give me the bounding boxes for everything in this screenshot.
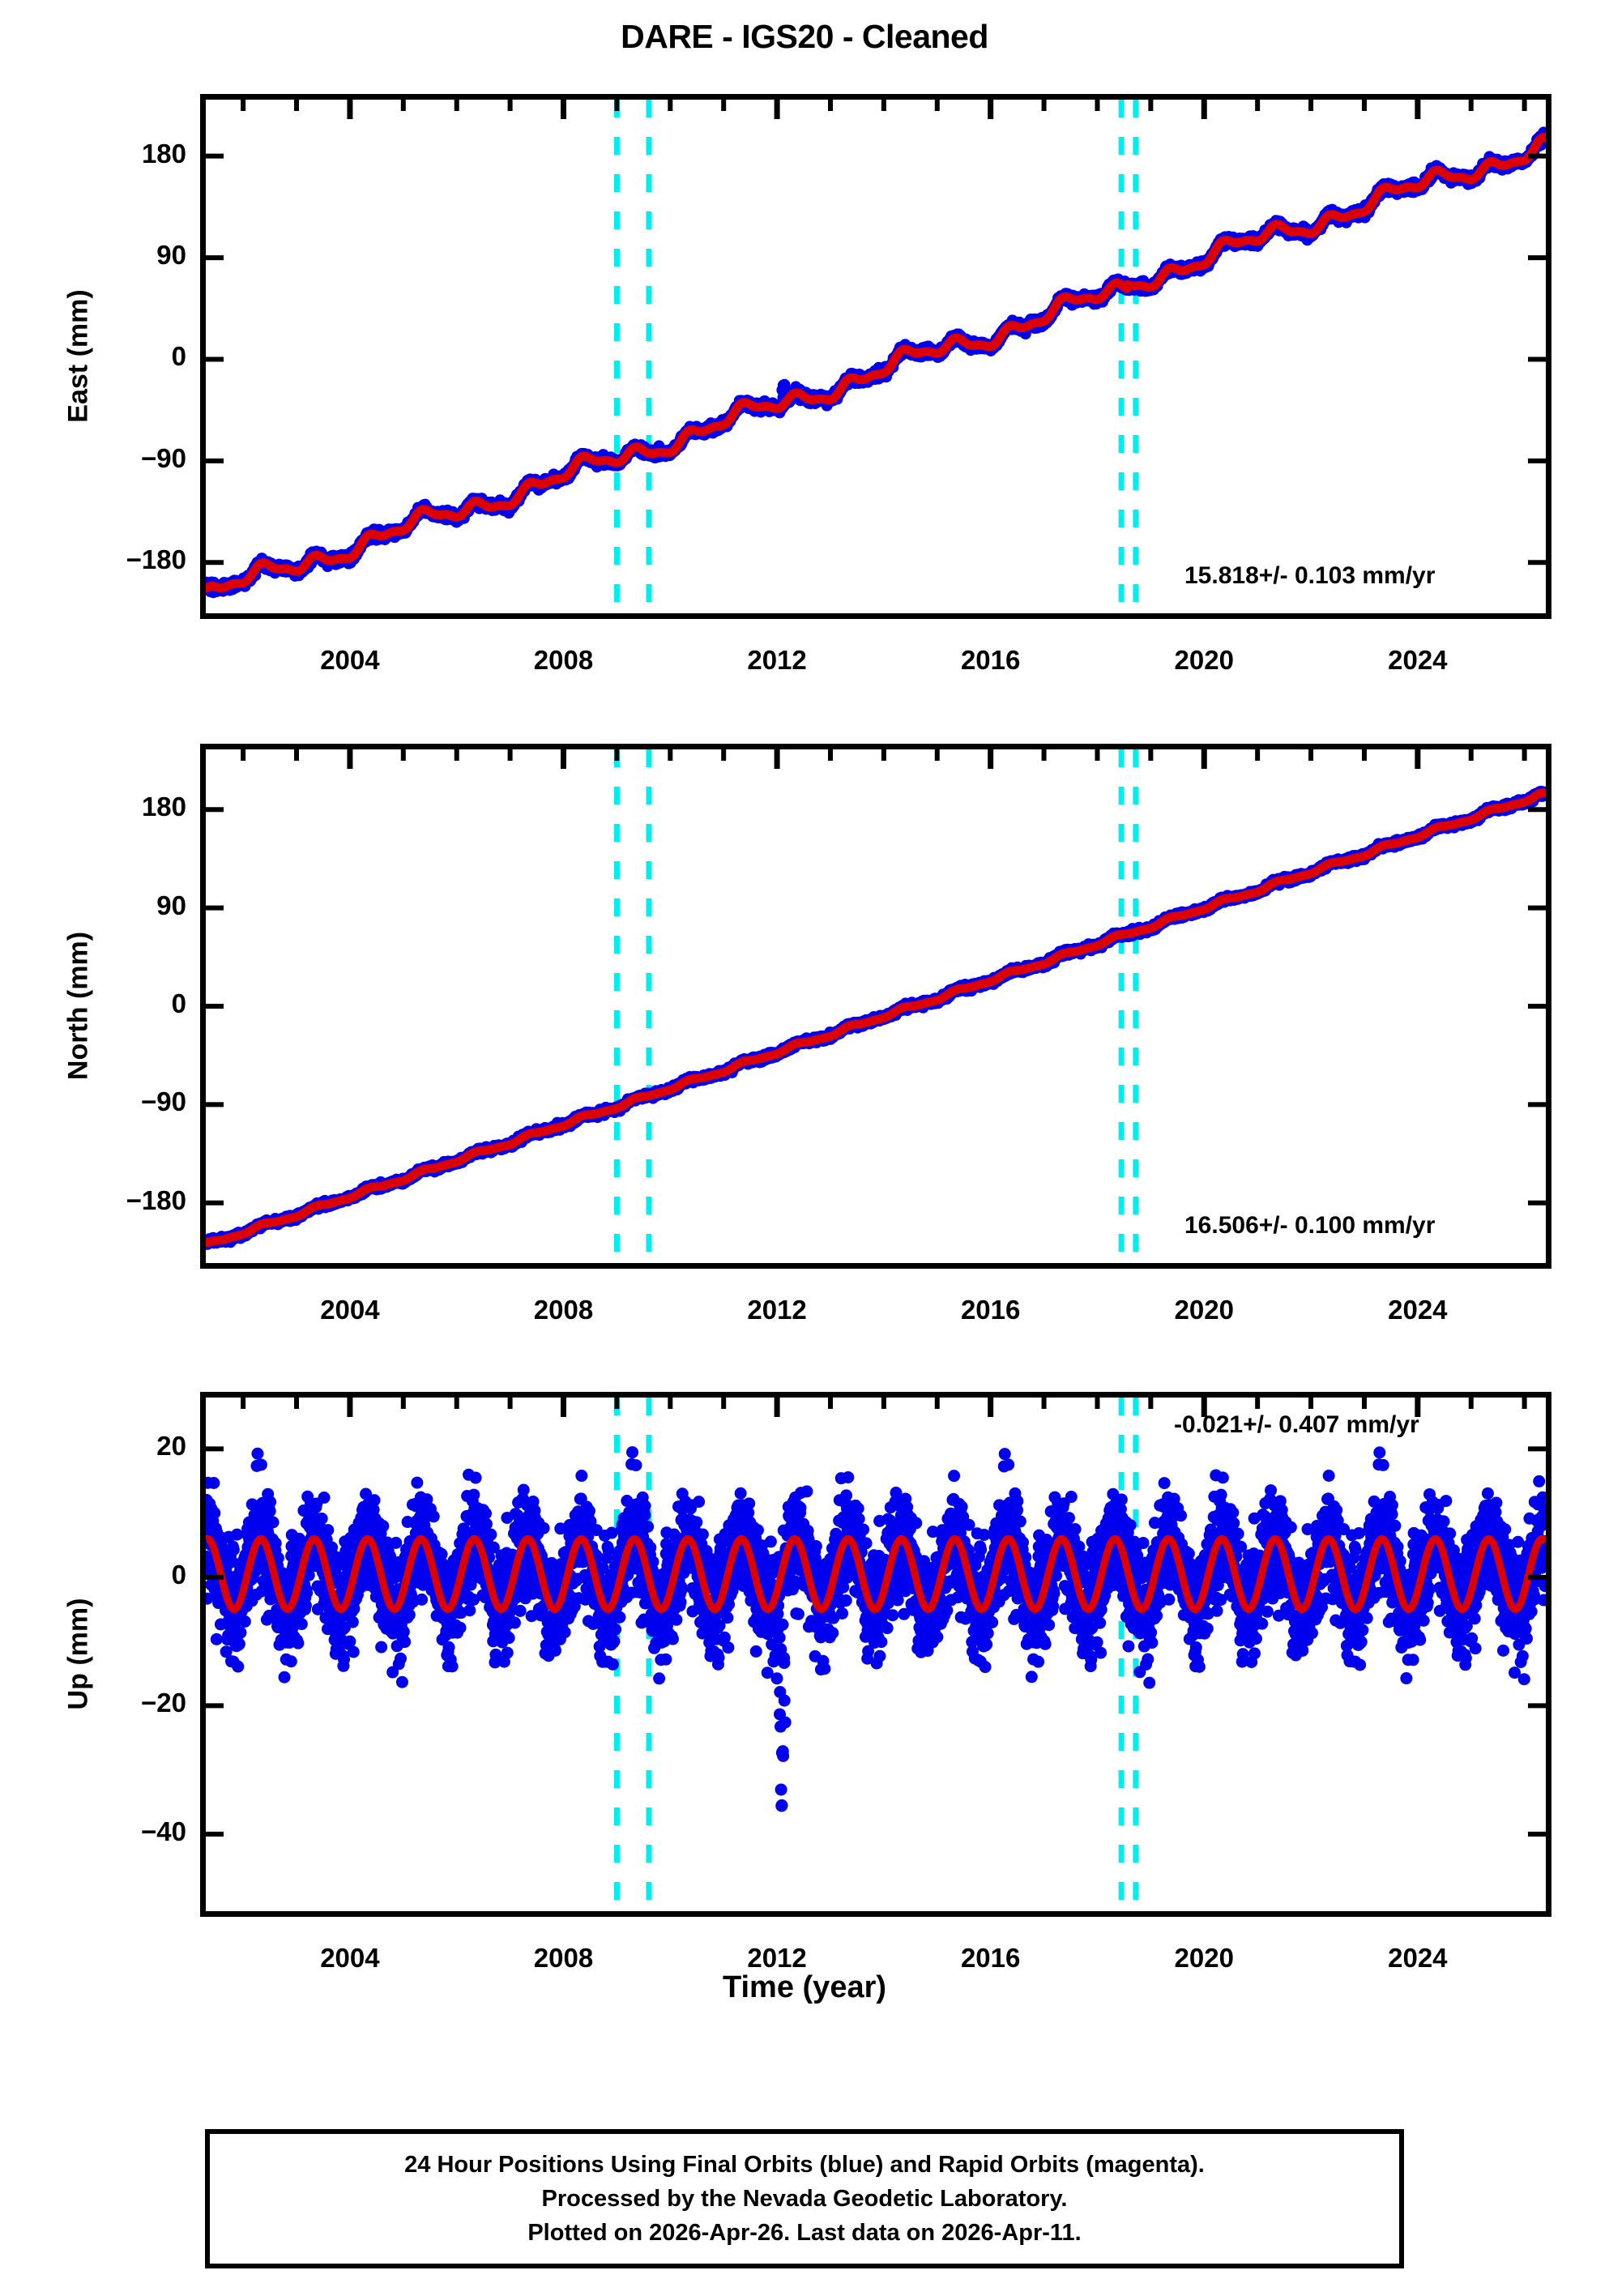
y-tick-label-up-3: −40 [141, 1816, 186, 1846]
panel-up [200, 1392, 1551, 1917]
model-fit-line-east [206, 133, 1546, 593]
y-tick-label-east-3: −90 [141, 442, 186, 473]
y-tick-label-up-1: 0 [171, 1559, 186, 1590]
y-tick-label-north-3: −90 [141, 1086, 186, 1117]
panel-north-plot [206, 749, 1546, 1263]
x-tick-label-north-4: 2020 [1174, 1295, 1234, 1325]
x-axis-title: Time (year) [722, 1970, 887, 2004]
x-tick-label-up-2: 2012 [747, 1943, 807, 1973]
footer-line-processor: Processed by the Nevada Geodetic Laborat… [541, 2185, 1068, 2212]
x-tick-label-east-1: 2008 [533, 645, 594, 675]
model-fit-line-up [206, 1534, 1546, 1613]
panel-east [200, 94, 1551, 619]
y-tick-label-north-1: 90 [156, 890, 186, 920]
y-tick-label-up-2: −20 [141, 1688, 186, 1718]
x-tick-label-up-0: 2004 [320, 1943, 380, 1973]
x-tick-label-up-5: 2024 [1388, 1943, 1448, 1973]
panel-north-rate-label: 16.506+/- 0.100 mm/yr [1184, 1212, 1436, 1239]
footer-line-orbits: 24 Hour Positions Using Final Orbits (bl… [404, 2151, 1205, 2178]
x-tick-label-up-3: 2016 [960, 1943, 1021, 1973]
panel-east-rate-label: 15.818+/- 0.103 mm/yr [1184, 562, 1436, 589]
x-tick-label-north-0: 2004 [320, 1295, 380, 1325]
panel-north-frame [200, 744, 1551, 1269]
panel-north [200, 744, 1551, 1269]
x-tick-label-east-2: 2012 [747, 645, 807, 675]
data-points-up [206, 1446, 1546, 1812]
x-tick-label-north-2: 2012 [747, 1295, 807, 1325]
x-tick-label-east-0: 2004 [320, 645, 380, 675]
y-tick-label-north-2: 0 [171, 988, 186, 1018]
panel-up-rate-label: -0.021+/- 0.407 mm/yr [1174, 1411, 1419, 1438]
footer-line-dates: Plotted on 2026-Apr-26. Last data on 202… [527, 2220, 1082, 2247]
x-tick-label-up-1: 2008 [533, 1943, 594, 1973]
panel-up-plot [206, 1398, 1546, 1911]
footer-note-box: 24 Hour Positions Using Final Orbits (bl… [205, 2129, 1404, 2268]
x-tick-label-north-5: 2024 [1388, 1295, 1448, 1325]
panel-east-plot [206, 100, 1546, 613]
y-tick-label-east-0: 180 [141, 138, 186, 169]
x-tick-label-east-3: 2016 [960, 645, 1021, 675]
panel-east-frame [200, 94, 1551, 619]
x-tick-label-north-3: 2016 [960, 1295, 1021, 1325]
x-tick-label-east-5: 2024 [1388, 645, 1448, 675]
x-tick-label-east-4: 2020 [1174, 645, 1234, 675]
x-tick-label-north-1: 2008 [533, 1295, 594, 1325]
y-tick-label-north-0: 180 [141, 792, 186, 822]
model-fit-line-north [206, 788, 1546, 1248]
y-tick-label-east-4: −180 [126, 544, 186, 575]
page-title: DARE - IGS20 - Cleaned [621, 18, 988, 55]
y-tick-label-north-4: −180 [126, 1184, 186, 1215]
y-tick-label-east-2: 0 [171, 341, 186, 372]
y-tick-label-up-0: 20 [156, 1431, 186, 1462]
y-tick-label-east-1: 90 [156, 240, 186, 271]
x-tick-label-up-4: 2020 [1174, 1943, 1234, 1973]
